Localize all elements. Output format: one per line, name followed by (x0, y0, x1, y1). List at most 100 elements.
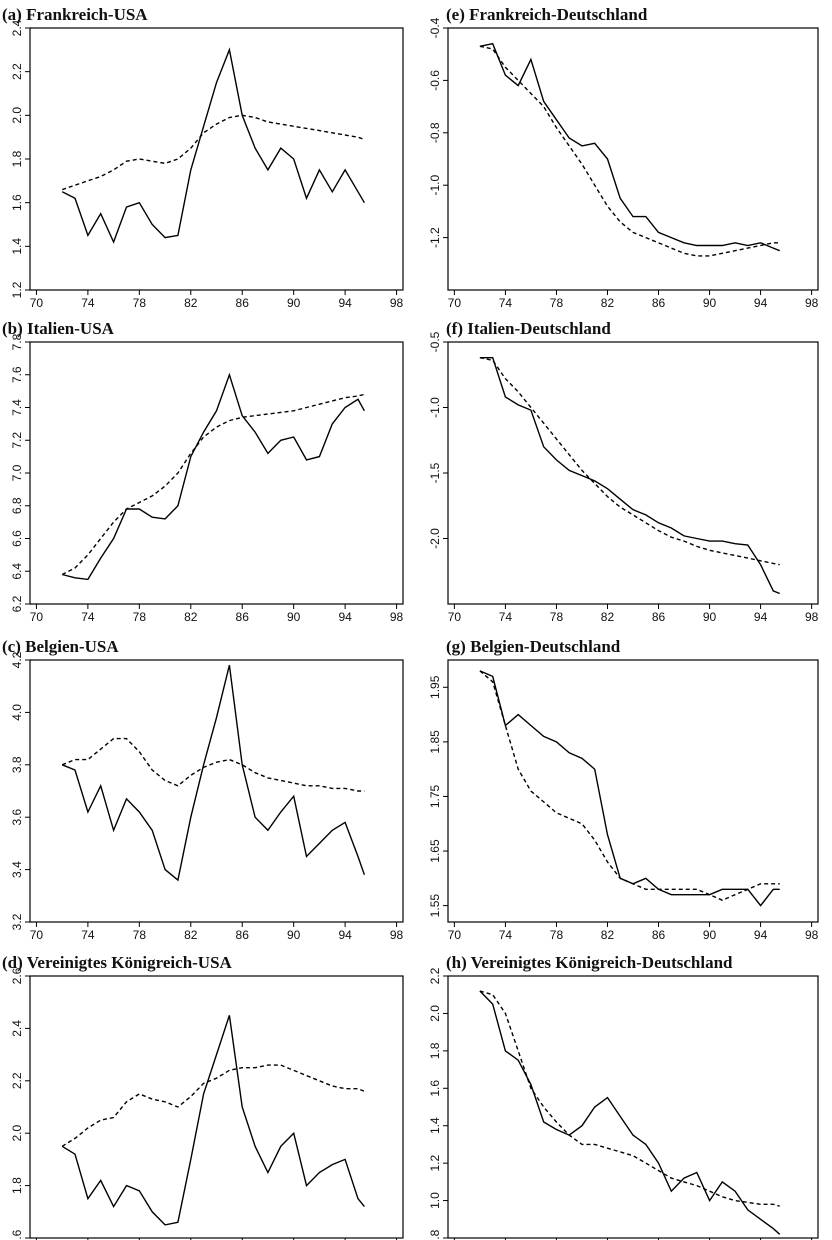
series-line (61, 1064, 365, 1147)
x-tick-label: 86 (236, 928, 250, 942)
x-tick-label: 70 (448, 296, 462, 310)
x-tick-label: 78 (550, 296, 564, 310)
x-tick-label: 82 (184, 928, 198, 942)
series-line (61, 737, 365, 792)
series-line (479, 670, 780, 901)
x-tick-label: 82 (184, 610, 198, 624)
y-tick-label: 3.6 (10, 809, 24, 826)
y-tick-label: -1.5 (428, 462, 442, 483)
y-tick-label: 1.2 (428, 1154, 442, 1171)
series-line (479, 45, 780, 257)
y-tick-label: 2.6 (10, 967, 24, 984)
plot-frame (447, 659, 819, 923)
chart-title: (e) Frankreich-Deutschland (446, 5, 648, 24)
y-tick-label: 1.55 (428, 894, 442, 918)
x-tick-label: 98 (390, 296, 404, 310)
chart-title: (d) Vereinigtes Königreich-USA (2, 953, 233, 972)
x-tick-label: 82 (601, 296, 615, 310)
y-tick-label: 6.4 (10, 563, 24, 580)
x-tick-label: 98 (805, 610, 819, 624)
y-tick-label: -0.5 (428, 331, 442, 352)
x-tick-label: 78 (133, 928, 147, 942)
plot-frame (447, 975, 819, 1239)
x-tick-label: 74 (81, 928, 95, 942)
y-tick-label: 2.4 (10, 19, 24, 36)
y-tick-label: 2.2 (10, 1072, 24, 1089)
y-tick-label: 7.2 (10, 432, 24, 449)
x-tick-label: 78 (133, 296, 147, 310)
y-tick-label: 1.0 (428, 1192, 442, 1209)
y-tick-label: 2.0 (10, 1125, 24, 1142)
x-tick-label: 78 (550, 610, 564, 624)
series-line (61, 393, 365, 576)
x-tick-label: 94 (338, 610, 352, 624)
x-tick-label: 98 (805, 928, 819, 942)
x-tick-label: 90 (703, 296, 717, 310)
y-tick-label: -1.0 (428, 397, 442, 418)
y-tick-label: 1.8 (428, 1042, 442, 1059)
x-tick-label: 70 (30, 296, 44, 310)
series-line (479, 990, 781, 1235)
chart-title: (g) Belgien-Deutschland (446, 637, 621, 656)
y-tick-label: 1.75 (428, 784, 442, 808)
series-line (479, 357, 780, 595)
series-line (479, 670, 780, 907)
y-tick-label: 6.6 (10, 530, 24, 547)
y-tick-label: 1.6 (10, 194, 24, 211)
y-tick-label: 3.4 (10, 861, 24, 878)
chart-title: (c) Belgien-USA (2, 637, 119, 656)
x-tick-label: 86 (236, 296, 250, 310)
x-tick-label: 78 (133, 610, 147, 624)
x-tick-label: 70 (30, 928, 44, 942)
y-tick-label: -2.0 (428, 528, 442, 549)
x-tick-label: 94 (754, 296, 768, 310)
y-tick-label: -0.6 (428, 70, 442, 91)
x-tick-label: 94 (754, 928, 768, 942)
y-tick-label: 1.8 (10, 150, 24, 167)
series-line (479, 357, 780, 566)
chart-title: (f) Italien-Deutschland (446, 319, 611, 338)
y-tick-label: 6.8 (10, 497, 24, 514)
x-tick-label: 98 (390, 610, 404, 624)
y-tick-label: 1.95 (428, 675, 442, 699)
plot-frame (29, 341, 404, 605)
y-tick-label: 2.2 (428, 967, 442, 984)
y-tick-label: 1.85 (428, 730, 442, 754)
x-tick-label: 78 (550, 928, 564, 942)
y-tick-label: 2.0 (10, 107, 24, 124)
y-tick-label: -0.4 (428, 17, 442, 38)
x-tick-label: 94 (338, 296, 352, 310)
x-tick-label: 74 (499, 928, 513, 942)
y-tick-label: 1.6 (428, 1080, 442, 1097)
y-tick-label: 4.0 (10, 704, 24, 721)
y-tick-label: -1.2 (428, 227, 442, 248)
y-tick-label: 6.2 (10, 595, 24, 612)
y-tick-label: 2.4 (10, 1020, 24, 1037)
y-tick-label: 1.4 (10, 238, 24, 255)
y-tick-label: 1.6 (10, 1229, 24, 1240)
x-tick-label: 70 (448, 928, 462, 942)
y-tick-label: 7.8 (10, 333, 24, 350)
x-tick-label: 94 (338, 928, 352, 942)
x-tick-label: 90 (287, 296, 301, 310)
series-line (61, 665, 366, 882)
x-tick-label: 94 (754, 610, 768, 624)
y-tick-label: 7.0 (10, 464, 24, 481)
x-tick-label: 90 (287, 928, 301, 942)
chart-title: (h) Vereinigtes Königreich-Deutschland (446, 953, 733, 972)
x-tick-label: 70 (448, 610, 462, 624)
x-tick-label: 86 (236, 610, 250, 624)
y-tick-label: 1.8 (10, 1177, 24, 1194)
x-tick-label: 86 (652, 928, 666, 942)
plot-frame (29, 659, 404, 923)
chart-title: (a) Frankreich-USA (2, 5, 148, 24)
x-tick-label: 98 (390, 928, 404, 942)
x-tick-label: 70 (30, 610, 44, 624)
y-tick-label: 1.65 (428, 839, 442, 863)
y-tick-label: 3.8 (10, 756, 24, 773)
y-tick-label: 2.2 (10, 63, 24, 80)
x-tick-label: 98 (805, 296, 819, 310)
x-tick-label: 86 (652, 296, 666, 310)
x-tick-label: 74 (499, 296, 513, 310)
